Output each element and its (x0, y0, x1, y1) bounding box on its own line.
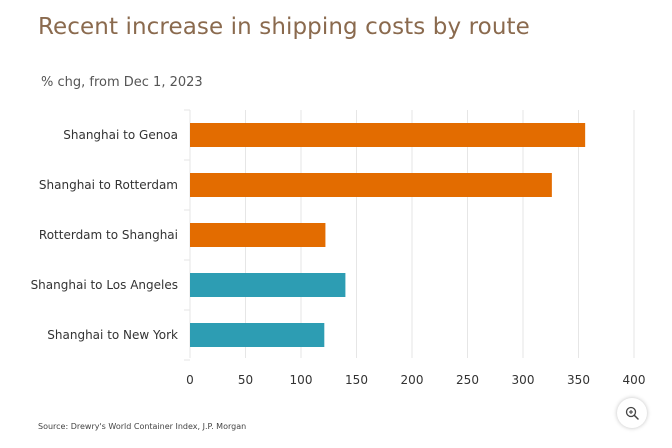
category-label: Shanghai to Genoa (63, 128, 178, 142)
x-tick-label: 250 (456, 373, 479, 387)
bar-shanghai-to-los-angeles[interactable] (190, 273, 346, 297)
x-tick-label: 50 (238, 373, 253, 387)
x-tick-label: 200 (401, 373, 424, 387)
x-tick-label: 100 (290, 373, 313, 387)
category-label: Shanghai to New York (47, 328, 178, 342)
bar-rotterdam-to-shanghai[interactable] (190, 223, 326, 247)
category-labels: Shanghai to Genoa Shanghai to Rotterdam Ro… (31, 128, 178, 342)
zoom-in-icon (625, 406, 639, 420)
source-note: Source: Drewry's World Container Index, … (38, 422, 247, 431)
category-label: Rotterdam to Shanghai (39, 228, 178, 242)
bar-shanghai-to-genoa[interactable] (190, 123, 586, 147)
chart-title: Recent increase in shipping costs by rou… (38, 14, 530, 40)
bar-shanghai-to-new-york[interactable] (190, 323, 325, 347)
category-label: Shanghai to Rotterdam (39, 178, 178, 192)
x-tick-label: 150 (345, 373, 368, 387)
bar-shanghai-to-rotterdam[interactable] (190, 173, 552, 197)
x-tick-label: 300 (512, 373, 535, 387)
x-tick-label: 350 (567, 373, 590, 387)
x-tick-label: 400 (623, 373, 646, 387)
chart-subtitle: % chg, from Dec 1, 2023 (41, 75, 203, 90)
x-axis-ticks: 0 50 100 150 200 250 300 350 400 (186, 373, 645, 387)
category-label: Shanghai to Los Angeles (31, 278, 178, 292)
bars (190, 123, 586, 347)
x-tick-label: 0 (186, 373, 194, 387)
zoom-button[interactable] (617, 398, 647, 428)
